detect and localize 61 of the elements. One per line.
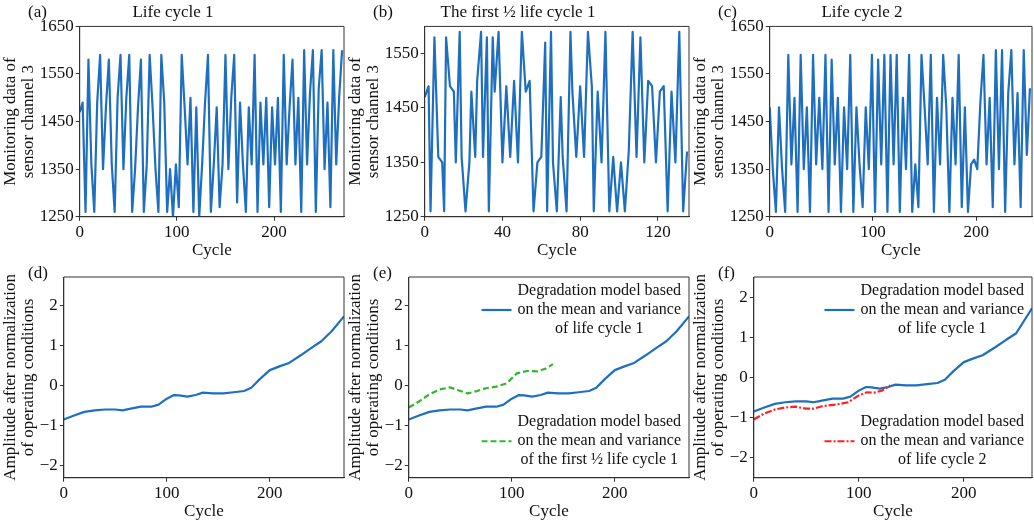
y-tick-label: 1350 [384, 151, 419, 171]
y-tick-label: 1 [739, 326, 748, 346]
legend-label: Degradation model based on the mean and variance of life cycle 1 [517, 281, 681, 338]
y-tick-label: 2 [739, 286, 748, 306]
y-tick-label: 1450 [384, 97, 419, 117]
legend-label: Degradation model based on the mean and variance of the first ½ life cycle 1 [517, 412, 681, 469]
y-tick-label: −1 [39, 415, 58, 435]
text: (e) [373, 262, 392, 282]
legend-label: Degradation model based on the mean and variance of life cycle 1 [860, 281, 1024, 338]
y-tick-label: 0 [739, 366, 748, 386]
x-tick-label: 100 [164, 222, 190, 242]
y-tick-label: 2 [49, 294, 58, 314]
y-tick-label: 1350 [729, 158, 764, 178]
y-tick-label: 1550 [729, 63, 764, 83]
x-axis-title: Cycle [529, 500, 569, 520]
x-tick-label: 40 [493, 222, 511, 242]
x-tick-label: 200 [261, 222, 287, 242]
y-tick-label: 1450 [729, 111, 764, 131]
x-tick-label: 200 [257, 483, 283, 503]
chart-title: Life cycle 1 [132, 1, 214, 21]
x-tick-label: 100 [860, 222, 886, 242]
y-tick-label: 2 [394, 294, 403, 314]
x-tick-label: 200 [602, 483, 628, 503]
x-tick-label: 100 [499, 483, 525, 503]
x-axis-title: Cycle [192, 239, 232, 259]
x-tick-label: 80 [571, 222, 589, 242]
y-tick-label: 1350 [39, 158, 74, 178]
y-tick-label: 1 [394, 334, 403, 354]
y-tick-label: 1 [49, 334, 58, 354]
text: (b) [373, 1, 393, 21]
y-axis-title: Monitoring data of sensor channel 3 [345, 57, 383, 186]
y-tick-label: 0 [49, 374, 58, 394]
x-tick-label: 100 [154, 483, 180, 503]
y-tick-label: 1450 [39, 111, 74, 131]
x-axis-title: Cycle [537, 239, 577, 259]
line-series [408, 363, 555, 409]
y-tick-label: 1550 [384, 43, 419, 63]
chart-title: Life cycle 2 [821, 1, 903, 21]
y-tick-label: −1 [729, 406, 748, 426]
x-axis-title: Cycle [184, 500, 224, 520]
legend-label: Degradation model based on the mean and variance of life cycle 2 [860, 412, 1024, 469]
y-tick-label: −2 [384, 455, 403, 475]
y-tick-label: 1250 [384, 206, 419, 226]
y-axis-title: Monitoring data of sensor channel 3 [0, 57, 38, 186]
y-tick-label: 1250 [729, 206, 764, 226]
y-tick-label: 1550 [39, 63, 74, 83]
y-tick-label: −1 [384, 415, 403, 435]
y-axis-title: Monitoring data of sensor channel 3 [690, 57, 728, 186]
y-tick-label: 0 [394, 374, 403, 394]
text: (d) [28, 262, 48, 282]
x-tick-label: 200 [951, 483, 977, 503]
x-axis-title: Cycle [873, 500, 913, 520]
x-tick-label: 120 [645, 222, 671, 242]
x-tick-label: 100 [846, 483, 872, 503]
chart-title: The first ½ life cycle 1 [440, 1, 596, 21]
y-tick-label: −2 [39, 455, 58, 475]
y-tick-label: 1250 [39, 206, 74, 226]
x-tick-label: 200 [963, 222, 989, 242]
x-axis-title: Cycle [881, 239, 921, 259]
y-tick-label: −2 [729, 447, 748, 467]
text: (f) [718, 262, 735, 282]
